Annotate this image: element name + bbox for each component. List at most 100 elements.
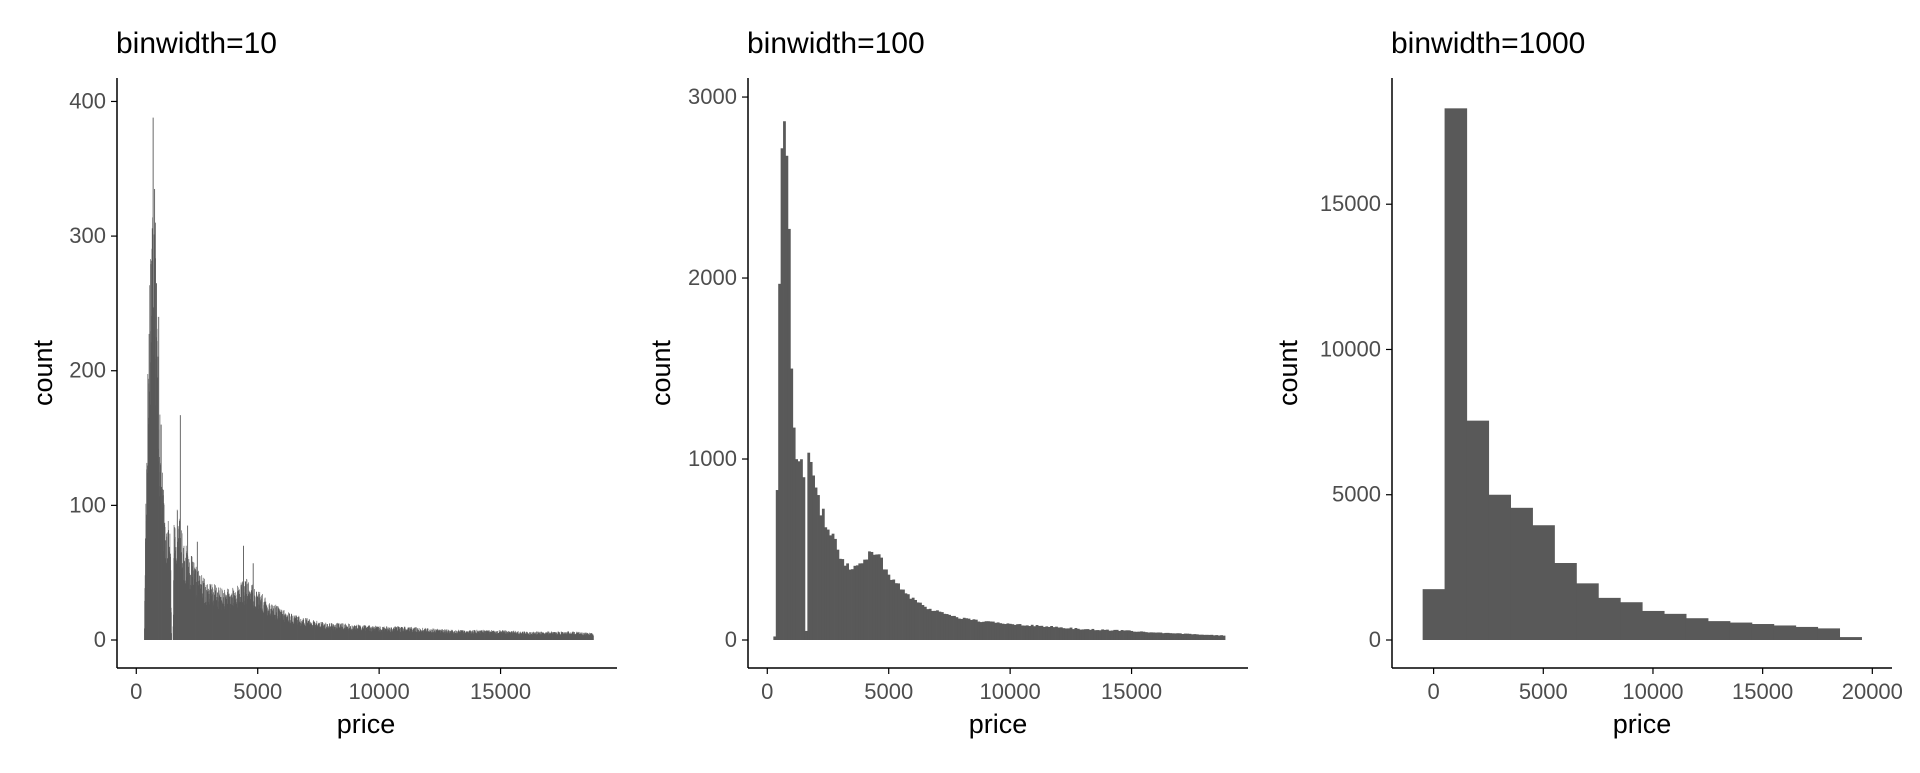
y-tick-label: 100 xyxy=(69,492,106,517)
histogram-bar xyxy=(928,608,932,640)
histogram-bar xyxy=(1101,629,1104,640)
histogram-bar xyxy=(938,611,942,640)
histogram-bar xyxy=(940,612,944,640)
y-tick-label: 0 xyxy=(94,627,106,652)
histogram-bar xyxy=(1028,626,1032,640)
histogram-bar xyxy=(1220,635,1223,640)
histogram-bar xyxy=(846,563,849,640)
histogram-bar xyxy=(790,368,794,640)
histogram-bar xyxy=(187,525,189,640)
histogram-bar xyxy=(853,565,857,640)
histogram-bar xyxy=(902,589,905,640)
histogram-bar xyxy=(1161,633,1165,640)
panel-3-title: binwidth=1000 xyxy=(1391,27,1585,60)
histogram-bar xyxy=(1466,420,1490,640)
histogram-bar xyxy=(1045,626,1049,640)
panel-3: binwidth=1000 price count 0 5000 10000 1500… xyxy=(1273,27,1903,739)
histogram-bar xyxy=(1093,630,1097,640)
histogram-bar xyxy=(1200,634,1204,640)
histogram-bar xyxy=(955,617,959,640)
histogram-bar xyxy=(1021,625,1024,640)
histogram-bar xyxy=(778,283,781,640)
histogram-bar xyxy=(1091,628,1095,640)
histogram-bar xyxy=(1203,634,1206,640)
histogram-bar xyxy=(1176,633,1180,640)
histogram-bar xyxy=(1795,626,1819,640)
panel-2-title: binwidth=100 xyxy=(747,27,925,60)
histogram-bar xyxy=(171,612,172,640)
histogram-bar xyxy=(1079,629,1083,640)
histogram-bar xyxy=(982,621,985,640)
histogram-bar xyxy=(1422,589,1446,640)
histogram-bar xyxy=(860,563,864,640)
histogram-bar xyxy=(1086,629,1090,640)
histogram-bar xyxy=(1059,627,1063,640)
x-tick-label: 15000 xyxy=(470,679,531,704)
histogram-bar xyxy=(899,589,903,640)
histogram-bar xyxy=(977,621,981,640)
histogram-bar xyxy=(953,615,956,640)
histogram-bar xyxy=(1018,624,1022,640)
histogram-bar xyxy=(897,583,900,640)
histogram-bar xyxy=(593,635,594,640)
histogram-bar xyxy=(1532,525,1555,640)
histogram-bar xyxy=(1115,629,1119,640)
x-tick-label: 10000 xyxy=(349,679,410,704)
histogram-bar xyxy=(156,283,157,640)
y-tick-label: 0 xyxy=(1369,627,1381,652)
histogram-bar xyxy=(831,533,835,640)
histogram-bar xyxy=(1154,632,1158,640)
histogram-bar xyxy=(989,621,993,640)
histogram-bar xyxy=(914,599,917,640)
histogram-bar xyxy=(836,549,840,640)
histogram-bar xyxy=(1130,630,1134,640)
histogram-bar xyxy=(909,598,913,640)
histogram-bar xyxy=(868,551,871,640)
histogram-bar xyxy=(1069,627,1073,640)
histogram-bar xyxy=(1127,630,1131,640)
histogram-bar xyxy=(1013,624,1017,640)
histogram-bar xyxy=(795,459,798,640)
histogram-bar xyxy=(1215,635,1219,640)
histogram-bar xyxy=(1050,626,1053,640)
x-tick-label: 10000 xyxy=(1622,679,1683,704)
x-tick-label: 5000 xyxy=(233,679,282,704)
histogram-bar xyxy=(824,527,828,640)
histogram-bar xyxy=(785,155,789,640)
histogram-bar xyxy=(875,554,879,640)
panel-3-axes: 0 5000 10000 15000 0 5000 10000 15000 20000 xyxy=(1320,78,1903,704)
histogram-bar xyxy=(931,610,934,640)
x-tick-label: 15000 xyxy=(1732,679,1793,704)
histogram-bar xyxy=(906,594,910,640)
histogram-bar xyxy=(1171,633,1175,640)
histogram-bar xyxy=(1181,634,1185,640)
histogram-bar xyxy=(179,415,181,640)
histogram-bar xyxy=(1052,627,1056,640)
histogram-bar xyxy=(1488,494,1511,640)
histogram-bar xyxy=(1103,629,1107,640)
histogram-bar xyxy=(858,563,862,640)
histogram-bar xyxy=(1076,628,1080,640)
histogram-bar xyxy=(851,569,854,640)
histogram-bar xyxy=(1057,627,1061,640)
histogram-bar xyxy=(158,316,160,640)
y-tick-label: 2000 xyxy=(688,265,737,290)
histogram-bar xyxy=(1062,628,1066,640)
histogram-bar xyxy=(1047,626,1051,640)
histogram-bar xyxy=(797,461,801,640)
histogram-bar xyxy=(1074,628,1078,640)
histogram-bar xyxy=(821,508,825,640)
histogram-bar xyxy=(1016,624,1019,640)
histogram-bar xyxy=(991,621,995,640)
histogram-bar xyxy=(1035,625,1039,640)
histogram-bar xyxy=(919,602,922,640)
histogram-bar xyxy=(1205,634,1209,640)
histogram-bar xyxy=(1110,630,1114,640)
histogram-bar xyxy=(1081,629,1085,640)
histogram-bar xyxy=(812,475,815,640)
panel-1: binwidth=10 price count 0 100 200 300 400 0 50… xyxy=(28,27,617,739)
histogram-bar xyxy=(817,495,820,640)
histogram-bar xyxy=(1004,624,1007,640)
